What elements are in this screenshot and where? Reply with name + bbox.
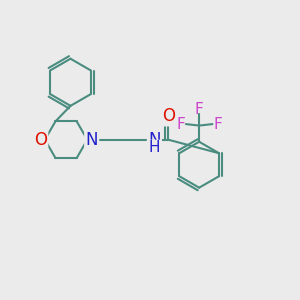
Text: F: F [176,117,185,132]
Text: H: H [149,140,160,155]
Text: F: F [195,102,203,117]
Text: O: O [162,107,175,125]
Text: O: O [34,131,47,149]
Text: N: N [148,131,161,149]
Text: N: N [85,131,98,149]
Text: F: F [213,117,222,132]
